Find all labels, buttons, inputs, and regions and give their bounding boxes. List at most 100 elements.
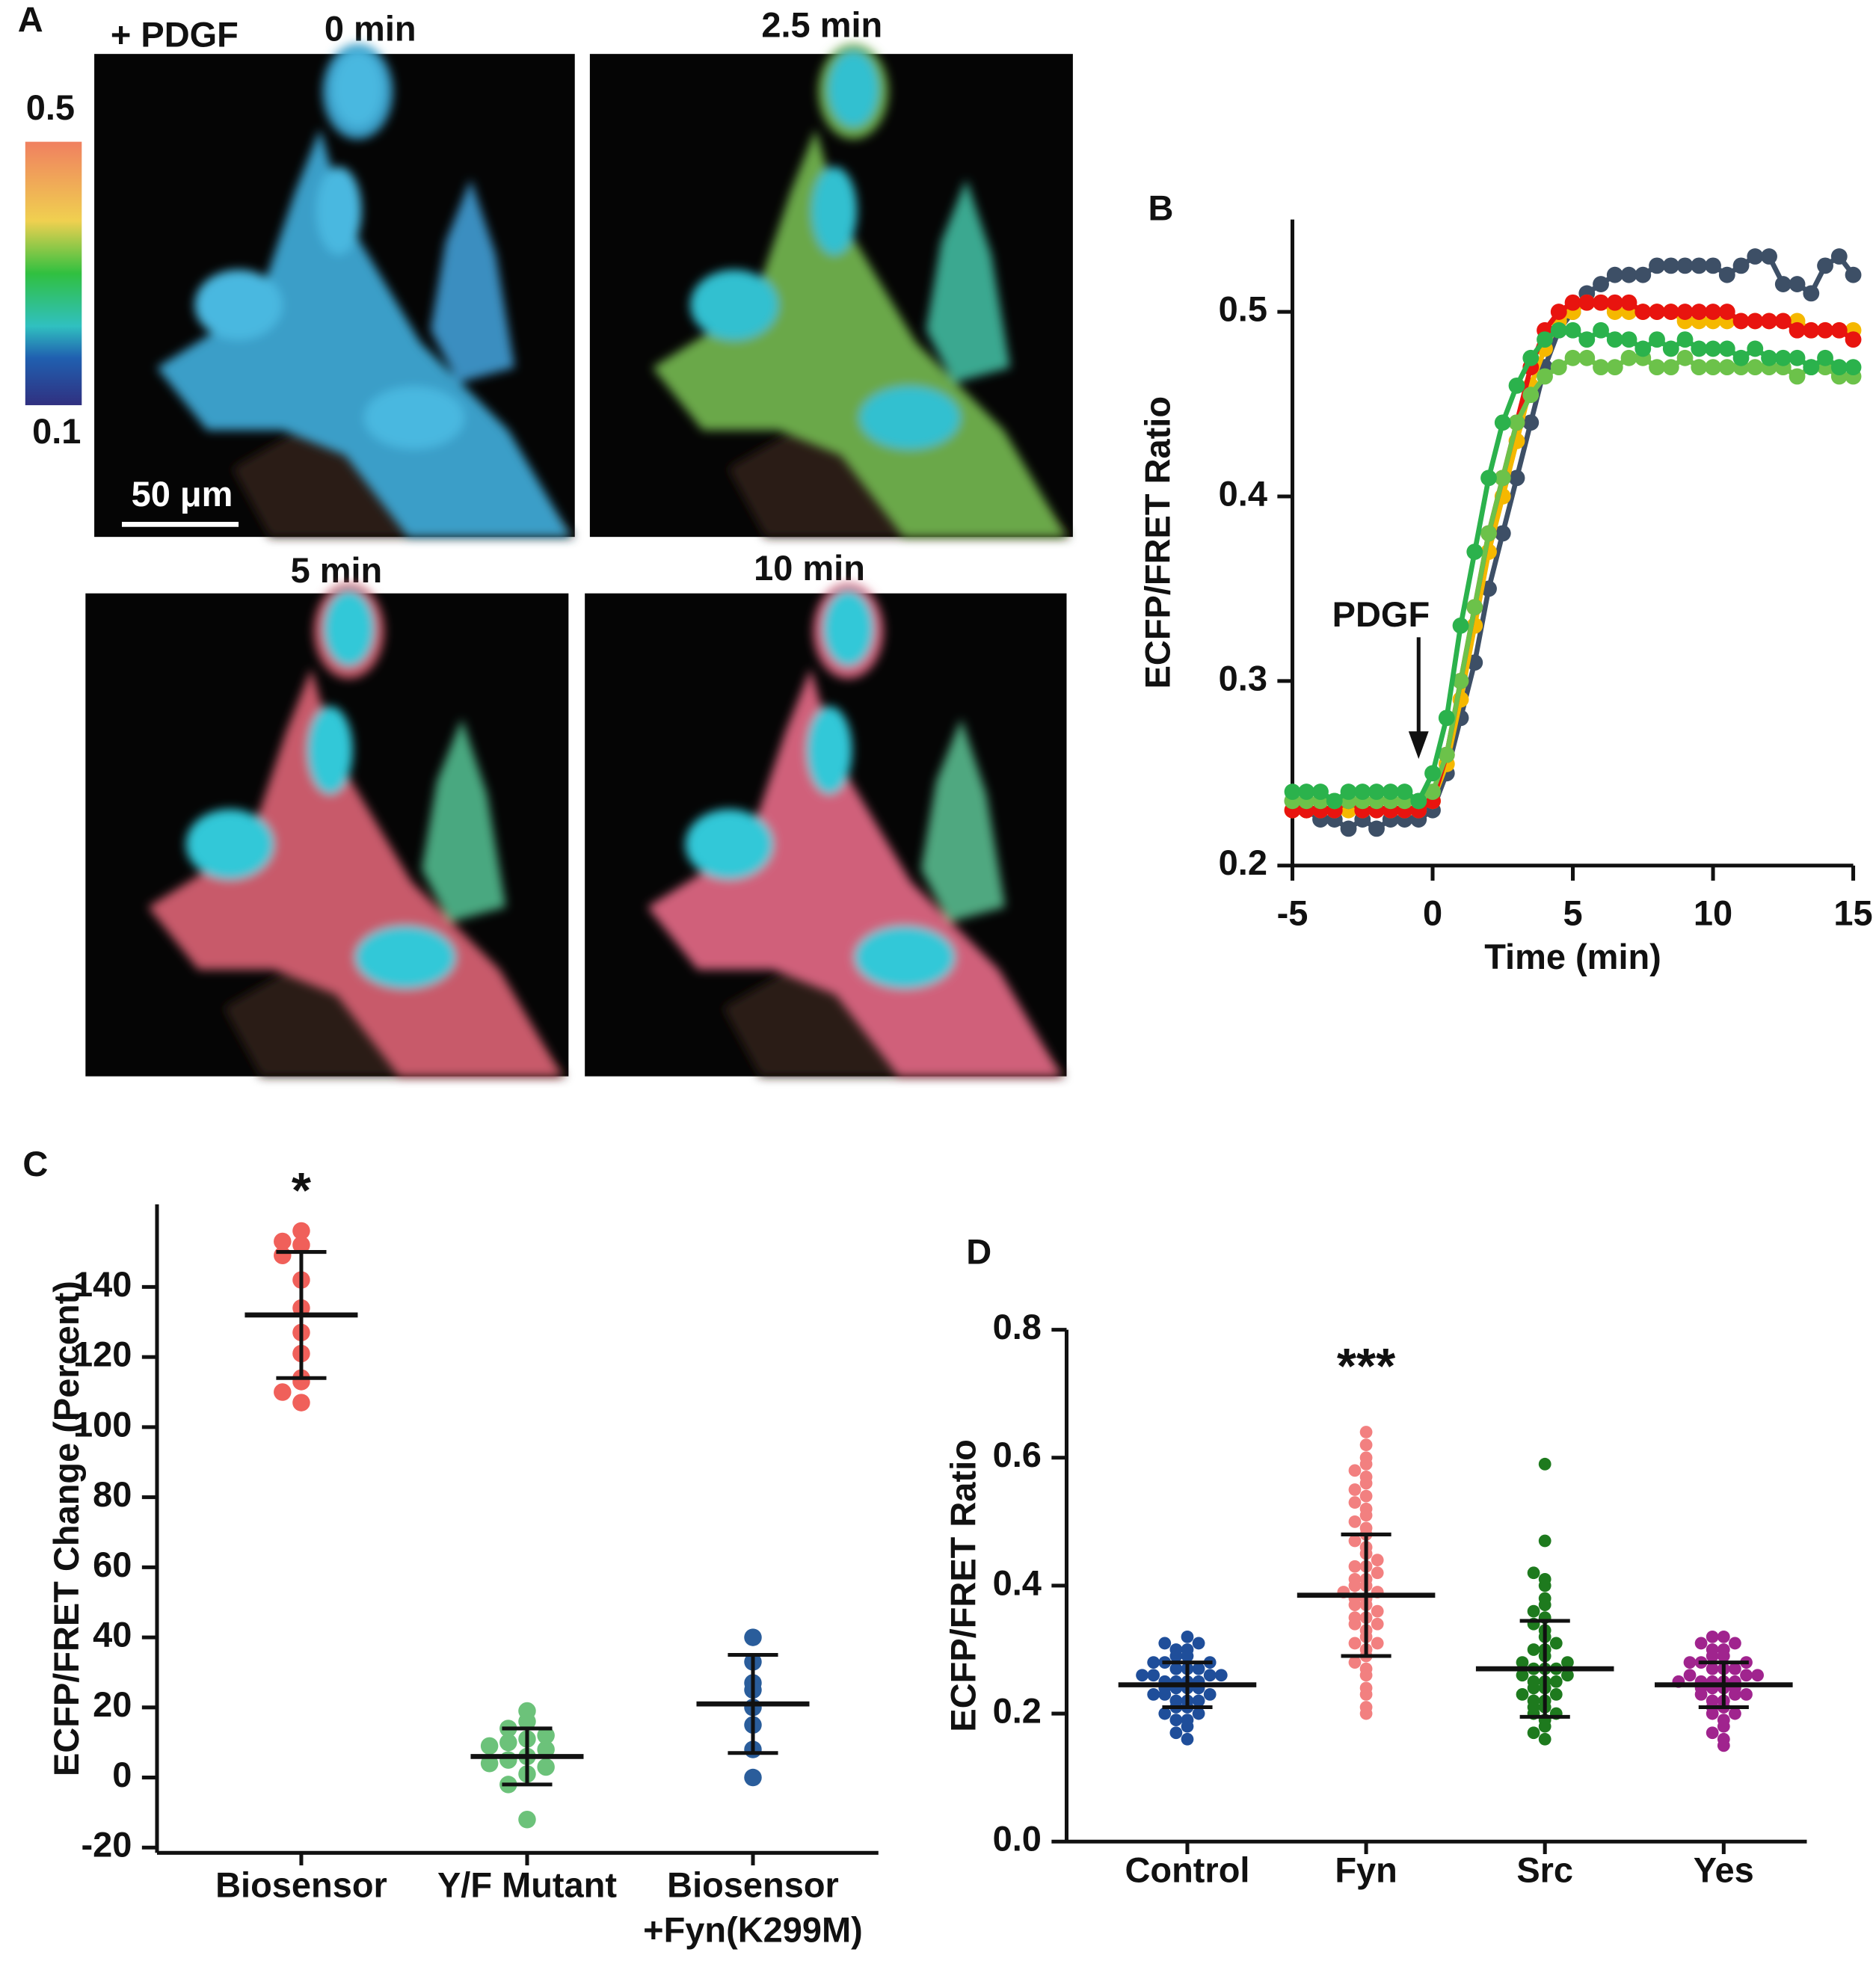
data-point [1830,248,1848,265]
x-tick-label: 5 [1563,893,1582,932]
data-point [1359,1701,1373,1714]
data-point [1830,321,1848,339]
data-point [274,1232,292,1251]
x-tick-label: Control [1125,1850,1250,1890]
data-point [1620,294,1637,311]
data-point [1593,359,1609,376]
data-point [274,1383,292,1401]
data-point [1516,1669,1529,1682]
data-point [1359,1489,1373,1503]
data-point [744,1628,762,1646]
series-line [1292,300,1854,813]
data-point [1371,1637,1384,1650]
nucleus [807,706,852,795]
data-point [1634,266,1652,283]
colorbar [25,141,82,405]
data-point [1158,1707,1172,1720]
data-point [1169,1662,1183,1675]
data-point [1578,349,1596,366]
data-point [1203,1687,1217,1701]
y-tick-label: 0.4 [993,1563,1042,1602]
data-point [1620,266,1637,283]
x-tick-label: 10 [1694,893,1732,932]
y-tick-label: 100 [73,1404,132,1444]
series-line [1292,354,1854,804]
data-point [1508,414,1525,431]
data-point [1717,1643,1730,1656]
data-point [1494,525,1511,542]
data-point [1359,1502,1373,1515]
data-point [1662,340,1679,357]
data-point [1348,1515,1362,1528]
nucleus [828,51,879,127]
data-point [1761,313,1777,330]
data-point [1705,257,1721,274]
data-point [1348,1611,1362,1625]
data-point [1691,257,1708,274]
data-point [1649,257,1665,274]
data-point [1676,331,1694,348]
data-point [1410,792,1427,810]
data-point [1537,331,1553,348]
x-tick-label: Fyn [1335,1850,1397,1890]
data-point [1371,1617,1384,1631]
data-point [1676,349,1694,366]
data-point [1718,340,1735,357]
data-point [1438,709,1455,727]
nucleus [316,167,362,255]
data-point [1729,1637,1741,1650]
data-point [1550,321,1567,339]
data-point [1662,359,1679,376]
panel-label: D [966,1231,991,1271]
data-point [1298,784,1315,800]
data-point [1706,1726,1719,1740]
data-point [1348,1656,1362,1669]
y-tick-label: 140 [73,1264,132,1304]
data-point [1705,359,1721,376]
data-point [1371,1566,1384,1580]
data-point [1634,304,1652,320]
data-point [1466,599,1483,616]
y-tick-label: 0.6 [993,1435,1042,1474]
y-axis-label: ECFP/FRET Change (Percent) [46,1281,86,1776]
data-point [1564,349,1581,366]
data-point [1578,294,1596,311]
data-point [1706,1630,1719,1643]
data-point [1683,1656,1697,1669]
cells [148,583,562,1077]
data-point [1136,1669,1148,1682]
data-point [1516,1687,1529,1701]
data-point [1732,257,1750,274]
data-point [1452,617,1469,634]
data-point [1817,349,1833,366]
data-point [1359,1451,1373,1465]
data-point [1561,1656,1574,1669]
data-point [1368,820,1385,837]
y-tick-label: 0.3 [1219,658,1267,698]
x-axis-label: Time (min) [1484,937,1661,976]
data-point [1371,1554,1384,1567]
colorbar-max: 0.5 [26,87,75,127]
data-point [1549,1675,1563,1688]
data-point [1676,304,1694,320]
data-point [1147,1656,1160,1669]
data-point [1284,784,1301,800]
cell [422,718,506,923]
cells [648,583,1062,1077]
data-point [1803,359,1820,376]
y-tick-label: 20 [93,1684,132,1724]
y-tick-label: 0 [112,1755,132,1794]
data-point [1740,1687,1753,1701]
data-point [1718,266,1735,283]
data-point [1803,285,1820,302]
data-point [1706,1694,1719,1708]
nucleus [859,386,960,449]
data-point [1691,359,1708,376]
data-point [1527,1604,1540,1618]
micrograph [585,583,1067,1077]
data-point [1845,266,1862,283]
data-point [1718,304,1735,320]
data-point [1691,340,1708,357]
data-point [1181,1714,1194,1727]
data-point [1683,1669,1697,1682]
